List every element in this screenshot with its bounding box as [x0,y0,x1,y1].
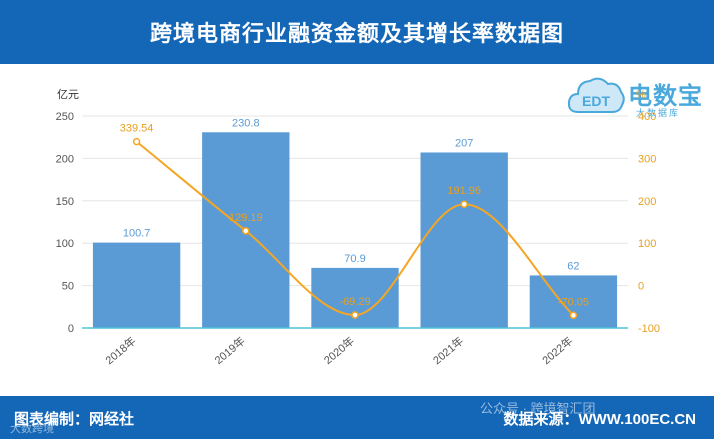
logo-tagline: 大数据库 [636,108,681,118]
y-left-tick-label: 150 [56,196,74,208]
footer-bar: 图表编制：网经社 数据来源：WWW.100EC.CN 大数跨境 公众号 · 跨境… [0,396,714,439]
bar-value-label: 62 [567,260,579,272]
line-value-label: 129.19 [229,212,263,224]
y-right-tick-label: 400 [638,111,656,123]
chart-area: 100.7 230.8 70.9 207 62 339.54 129.19 -69.29 191… [0,64,714,394]
watermark-bottom-right: 公众号 · 跨境智汇团 [480,401,596,416]
footer-source: 数据来源：WWW.100EC.CN [503,411,696,428]
line-point [569,311,578,320]
growth-rate-line [135,140,575,317]
bar-value-label: 100.7 [123,228,151,240]
watermark-bottom-left: 大数跨境 [10,423,54,435]
y-right-tick-label: -100 [638,323,660,335]
data-labels: 100.7 230.8 70.9 207 62 339.54 129.19 -69.29 191… [120,117,589,308]
logo-badge: EDT [582,93,610,109]
x-tick-label: 2020年 [321,334,357,368]
y-left-tick-label: 100 [56,238,74,250]
y-left-tick-label: 0 [68,323,74,335]
y-right-tick-label: 0 [638,281,644,293]
x-tick-label: 2021年 [430,334,466,368]
line-series [132,137,578,320]
line-value-label: 191.96 [447,185,481,197]
chart-svg: 100.7 230.8 70.9 207 62 339.54 129.19 -69.29 191… [56,88,660,368]
y-right-tick-label: 200 [638,196,656,208]
bar [420,152,508,328]
x-tick-label: 2018年 [102,334,138,368]
line-value-label: 339.54 [120,123,154,135]
line-point [351,311,359,319]
logo-brand-name: 电数宝 [628,83,703,110]
bar [92,242,181,328]
y-left-axis-label: 亿元 [57,88,79,101]
x-tick-label: 2019年 [212,334,248,368]
header-bar: 跨境电商行业融资金额及其增长率数据图 [0,0,714,64]
cloud-logo-icon: EDT [567,77,625,113]
page-title: 跨境电商行业融资金额及其增长率数据图 [149,21,564,46]
line-value-label: -69.29 [339,296,370,308]
y-left-tick-label: 250 [56,111,74,123]
bar-value-label: 230.8 [232,117,260,129]
x-tick-label: 2022年 [539,334,575,368]
y-left-tick-label: 200 [56,153,74,165]
y-right-tick-label: 300 [638,153,656,165]
footer-compiler: 图表编制：网经社 [14,411,135,428]
line-point [242,227,250,235]
bar-series [92,132,618,328]
line-value-label: -70.05 [558,296,589,308]
brand-logo: EDT 电数宝 大数据库 [566,66,714,124]
bar [529,275,618,328]
line-point [132,137,141,146]
bar-value-label: 207 [455,137,473,149]
bar-value-label: 70.9 [344,253,365,265]
y-right-axis-label: % [636,89,646,101]
y-right-tick-label: 100 [638,238,656,250]
y-left-tick-label: 50 [62,281,74,293]
line-point [460,200,468,208]
